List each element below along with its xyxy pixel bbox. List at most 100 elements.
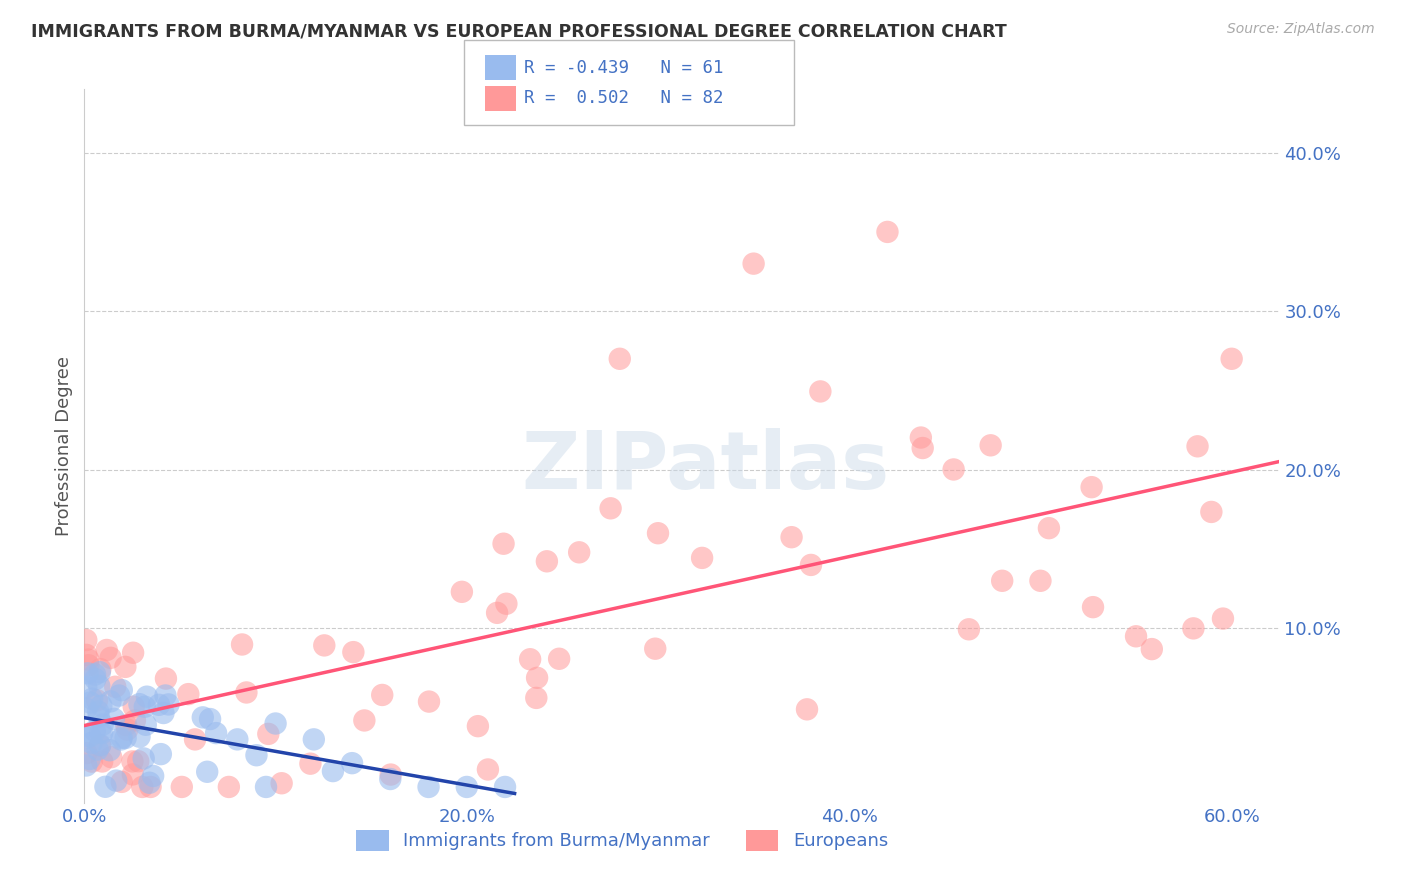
- Point: [991, 574, 1014, 588]
- Point: [75, 746, 97, 760]
- Point: [599, 501, 621, 516]
- Point: [90, 698, 112, 713]
- Point: [198, 712, 221, 726]
- Point: [122, 699, 145, 714]
- Point: [149, 747, 172, 761]
- Point: [647, 526, 669, 541]
- Point: [100, 694, 122, 708]
- Point: [128, 730, 150, 744]
- Point: [80, 755, 103, 769]
- Point: [121, 755, 143, 769]
- Point: [75, 758, 97, 772]
- Point: [524, 690, 547, 705]
- Point: [98, 743, 121, 757]
- Point: [80, 736, 103, 750]
- Point: [75, 680, 97, 694]
- Point: [257, 727, 280, 741]
- Point: [322, 764, 344, 778]
- Point: [536, 554, 558, 568]
- Point: [477, 763, 499, 777]
- Point: [84, 667, 107, 681]
- Point: [796, 702, 818, 716]
- Point: [87, 705, 110, 719]
- Point: [115, 718, 138, 732]
- Point: [75, 731, 97, 745]
- Point: [742, 257, 765, 271]
- Point: [231, 638, 253, 652]
- Point: [100, 650, 122, 665]
- Point: [86, 742, 108, 756]
- Point: [103, 712, 125, 726]
- Point: [122, 646, 145, 660]
- Point: [79, 729, 101, 743]
- Point: [79, 696, 101, 710]
- Point: [77, 658, 100, 673]
- Point: [519, 652, 541, 666]
- Point: [184, 732, 207, 747]
- Point: [299, 756, 322, 771]
- Point: [105, 773, 128, 788]
- Point: [568, 545, 591, 559]
- Point: [1187, 439, 1209, 453]
- Point: [132, 751, 155, 765]
- Point: [89, 739, 111, 753]
- Point: [380, 767, 402, 781]
- Point: [910, 431, 932, 445]
- Text: R = -0.439   N = 61: R = -0.439 N = 61: [524, 59, 724, 77]
- Point: [127, 754, 149, 768]
- Point: [218, 780, 240, 794]
- Point: [371, 688, 394, 702]
- Point: [942, 462, 965, 476]
- Point: [526, 671, 548, 685]
- Point: [121, 767, 143, 781]
- Point: [456, 780, 478, 794]
- Point: [170, 780, 193, 794]
- Point: [235, 685, 257, 699]
- Point: [89, 665, 111, 680]
- Point: [876, 225, 898, 239]
- Point: [89, 679, 111, 693]
- Point: [245, 748, 267, 763]
- Point: [89, 738, 111, 752]
- Point: [226, 732, 249, 747]
- Point: [75, 648, 97, 662]
- Point: [148, 698, 170, 712]
- Point: [1201, 505, 1223, 519]
- Point: [114, 660, 136, 674]
- Point: [77, 652, 100, 666]
- Point: [418, 780, 440, 794]
- Point: [1029, 574, 1052, 588]
- Point: [82, 691, 104, 706]
- Point: [1220, 351, 1243, 366]
- Point: [418, 695, 440, 709]
- Point: [155, 689, 177, 703]
- Point: [254, 780, 277, 794]
- Point: [911, 441, 934, 455]
- Point: [380, 772, 402, 786]
- Point: [128, 697, 150, 711]
- Point: [494, 780, 516, 794]
- Point: [84, 672, 107, 686]
- Point: [1081, 600, 1104, 615]
- Point: [131, 780, 153, 794]
- Point: [808, 384, 831, 399]
- Text: R =  0.502   N = 82: R = 0.502 N = 82: [524, 89, 724, 107]
- Point: [353, 714, 375, 728]
- Point: [1212, 611, 1234, 625]
- Point: [111, 731, 134, 745]
- Point: [157, 698, 180, 712]
- Point: [100, 750, 122, 764]
- Point: [117, 723, 139, 737]
- Point: [492, 537, 515, 551]
- Text: ZIPatlas: ZIPatlas: [522, 428, 890, 507]
- Point: [1125, 629, 1147, 643]
- Point: [134, 699, 156, 714]
- Point: [486, 606, 509, 620]
- Point: [139, 780, 162, 794]
- Point: [1080, 480, 1102, 494]
- Point: [135, 690, 157, 704]
- Point: [1182, 621, 1205, 635]
- Point: [75, 702, 97, 716]
- Point: [780, 530, 803, 544]
- Point: [138, 776, 160, 790]
